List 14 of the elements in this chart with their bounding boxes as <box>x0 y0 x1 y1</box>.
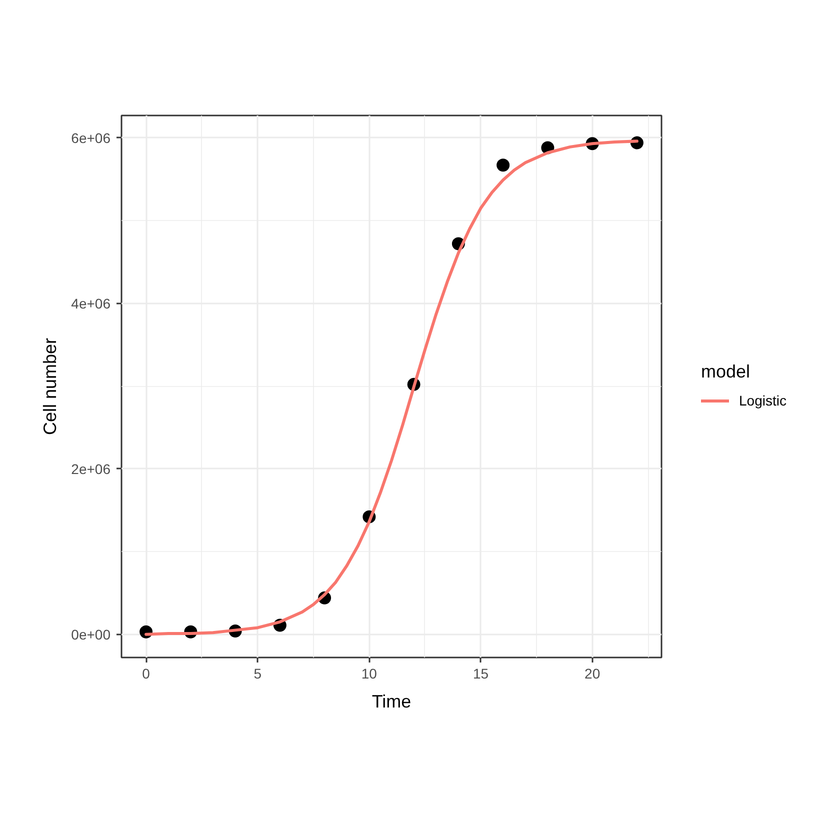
point <box>496 158 510 172</box>
y-tick-label: 2e+06 <box>71 460 111 477</box>
x-axis-title: Time <box>372 692 412 712</box>
y-tick-label: 6e+06 <box>71 130 111 146</box>
legend-label: Logistic <box>739 392 786 408</box>
y-axis-title: Cell number <box>40 338 60 436</box>
y-tick-label: 4e+06 <box>71 295 111 312</box>
x-tick-label: 5 <box>254 666 262 682</box>
x-tick-label: 0 <box>142 666 150 682</box>
x-tick-label: 20 <box>584 666 600 682</box>
x-tick-label: 15 <box>472 666 489 682</box>
legend-title: model <box>701 362 752 382</box>
y-tick-label: 0e+00 <box>71 626 111 642</box>
x-tick-label: 10 <box>361 666 378 682</box>
